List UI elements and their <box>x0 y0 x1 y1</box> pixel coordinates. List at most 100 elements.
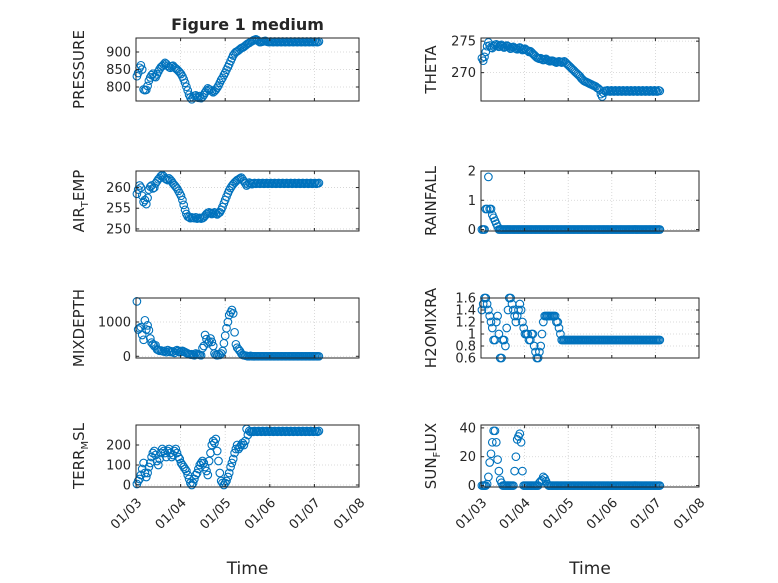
data-point <box>550 311 560 321</box>
y-tick-label: 0 <box>468 479 476 494</box>
data-point <box>180 78 190 88</box>
data-point <box>224 186 234 195</box>
data-point <box>536 341 546 351</box>
y-tick-label: 255 <box>106 202 131 217</box>
data-point <box>179 200 189 210</box>
data-point <box>199 458 209 468</box>
y-axis-label: MIXDEPTH <box>70 289 88 367</box>
y-axis-label: SUNFLUX <box>422 423 443 489</box>
y-axis-label: PRESSURE <box>70 30 88 109</box>
data-point <box>525 335 535 345</box>
axes-background <box>481 171 699 231</box>
data-point <box>494 329 504 339</box>
data-point <box>502 323 512 333</box>
x-tick-label: 01/05 <box>197 496 234 533</box>
y-tick-label: 2 <box>468 165 476 180</box>
data-point <box>531 347 540 357</box>
data-point <box>536 53 546 63</box>
data-point <box>145 334 155 343</box>
chart-title: Figure 1 medium <box>171 15 324 34</box>
data-point <box>234 174 243 184</box>
y-tick-label: 0.8 <box>455 340 476 355</box>
x-tick-label: 01/08 <box>671 496 708 533</box>
axes-frame <box>480 297 700 359</box>
data-point <box>223 472 233 482</box>
data-point <box>511 317 521 327</box>
y-tick-label: 1 <box>468 194 476 209</box>
data-point <box>143 81 152 91</box>
data-point <box>515 429 525 439</box>
y-axis-label: H2OMIXRA <box>422 287 440 368</box>
data-point <box>482 299 492 309</box>
axes-frame <box>480 170 700 232</box>
data-point <box>192 468 202 478</box>
y-tick-label: 0 <box>468 223 476 238</box>
data-point <box>477 305 487 315</box>
data-point <box>516 305 526 315</box>
x-tick-label: 01/07 <box>287 496 324 533</box>
data-point <box>222 476 231 486</box>
data-point <box>170 446 179 456</box>
data-point <box>183 212 193 221</box>
data-point <box>490 426 500 436</box>
x-tick-label: 01/04 <box>153 496 190 533</box>
y-tick-label: 1.2 <box>455 316 476 331</box>
data-point <box>230 327 239 337</box>
data-point <box>655 86 665 96</box>
data-point <box>516 437 526 447</box>
data-point <box>523 329 533 339</box>
y-axis-label: THETA <box>422 45 440 95</box>
data-point <box>481 47 491 57</box>
y-tick-label: 1.6 <box>455 292 476 307</box>
data-point <box>518 317 527 327</box>
y-tick-label: 270 <box>451 66 476 81</box>
y-axis-label: AIRTEMP <box>70 170 91 233</box>
y-tick-label: 0 <box>123 350 131 365</box>
data-point <box>203 470 213 480</box>
data-point <box>137 330 147 340</box>
data-point <box>484 172 493 182</box>
data-point <box>228 454 238 464</box>
x-tick-label: 01/03 <box>453 496 490 533</box>
data-point <box>182 466 191 476</box>
data-point <box>232 440 242 450</box>
data-point <box>143 468 152 478</box>
data-point <box>140 315 150 325</box>
y-tick-label: 900 <box>106 46 131 61</box>
data-point <box>484 305 493 315</box>
data-point <box>174 66 183 76</box>
data-point <box>503 305 513 315</box>
y-tick-label: 1 <box>468 328 476 343</box>
data-point <box>215 468 225 478</box>
data-point <box>184 212 194 222</box>
data-point <box>227 458 237 468</box>
data-point <box>200 462 210 472</box>
data-point <box>141 472 151 482</box>
data-point <box>203 338 213 348</box>
subplot-mixdepth: 0 1000 MIXDEPTH <box>70 289 360 367</box>
x-tick-label: 01/05 <box>540 496 577 533</box>
y-tick-label: 1.4 <box>455 304 476 319</box>
data-point <box>210 349 219 358</box>
y-tick-label: 100 <box>106 459 131 474</box>
data-point <box>133 185 143 194</box>
data-point <box>211 434 221 444</box>
data-point <box>238 438 247 448</box>
data-point <box>139 335 148 345</box>
data-point <box>228 309 238 318</box>
x-axis-label: Time <box>568 559 611 579</box>
data-series <box>132 297 324 361</box>
y-tick-label: 20 <box>459 450 476 465</box>
data-point <box>314 426 324 436</box>
data-point <box>508 481 518 490</box>
data-point <box>208 436 218 446</box>
data-point <box>314 178 324 188</box>
data-point <box>556 329 565 339</box>
data-point <box>538 472 548 482</box>
data-point <box>207 337 217 347</box>
data-point <box>148 184 158 193</box>
data-point <box>180 464 190 474</box>
data-point <box>153 460 163 470</box>
data-point <box>491 437 501 447</box>
